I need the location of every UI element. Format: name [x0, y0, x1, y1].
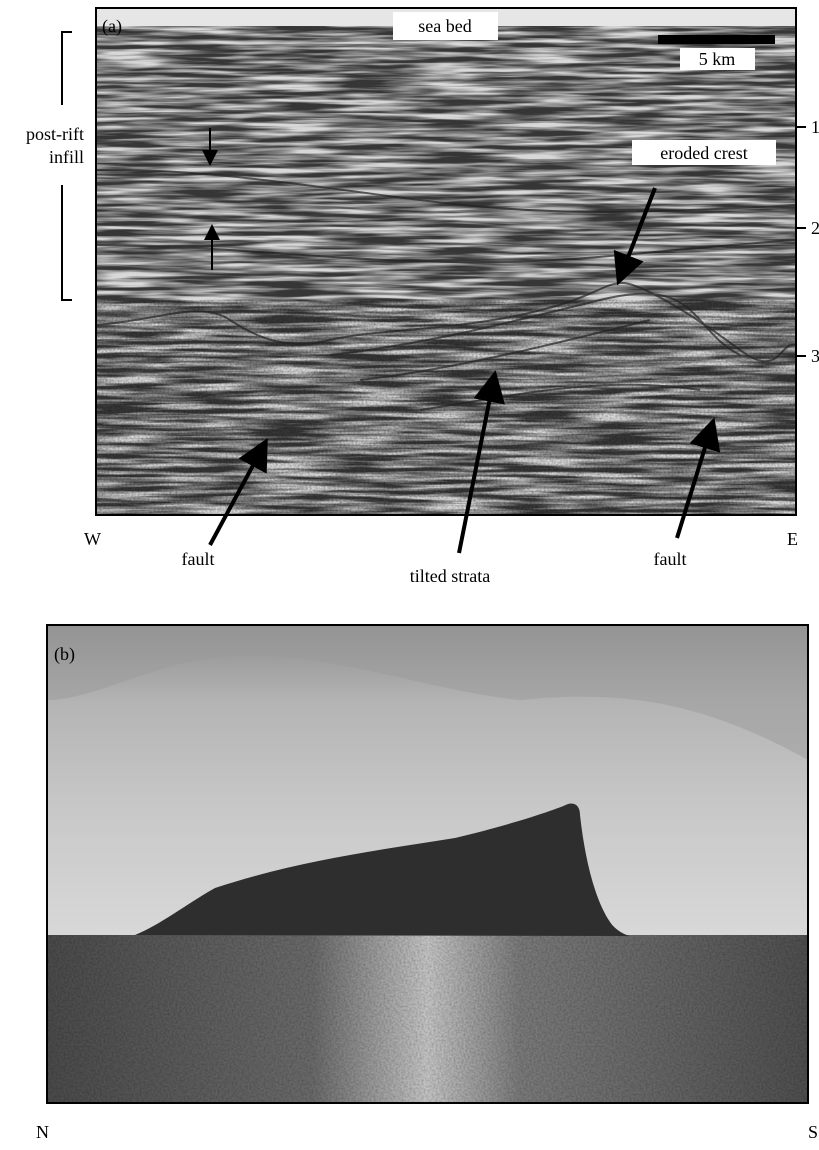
south-label: S: [808, 1122, 818, 1142]
north-label: N: [36, 1122, 49, 1142]
fault-label: fault: [654, 549, 687, 569]
west-label: W: [84, 529, 101, 549]
sea-bed-label: sea bed: [418, 16, 471, 36]
bracket-label: post-rift: [26, 124, 84, 144]
scale-label: 5 km: [699, 49, 736, 69]
eroded-crest-label: eroded crest: [660, 143, 747, 163]
page: {"panel_a": {"label": "(a)", "sea_bed": …: [0, 0, 819, 1145]
depth-tick-label: 3: [811, 346, 819, 366]
depth-ticks: [796, 127, 806, 356]
panel-label: (b): [54, 644, 75, 665]
depth-tick-label: 2: [811, 218, 819, 238]
seismic-image: [96, 8, 796, 515]
sea-texture: [47, 935, 808, 1103]
figure: (a) sea bed 5 km eroded crest post-rift …: [0, 0, 819, 1145]
panel-b: (b) N S: [36, 625, 818, 1142]
panel-label: (a): [102, 16, 122, 37]
depth-tick-label: 1: [811, 117, 819, 137]
scale-bar: [658, 35, 775, 44]
east-label: E: [787, 529, 798, 549]
panel-a: (a) sea bed 5 km eroded crest post-rift …: [26, 8, 819, 586]
bracket-label: infill: [49, 147, 84, 167]
tilted-strata-label: tilted strata: [410, 566, 490, 586]
fault-label: fault: [182, 549, 215, 569]
